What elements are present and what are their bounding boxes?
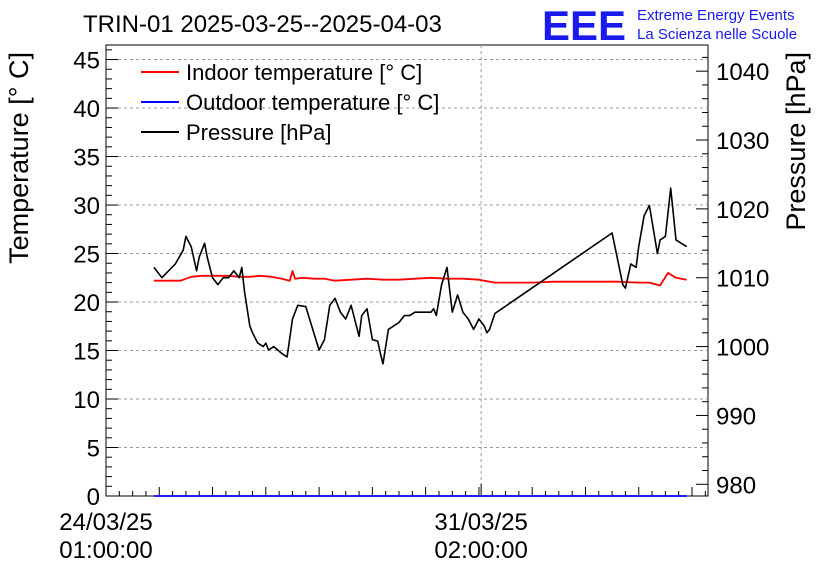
right-tick-label: 990	[716, 403, 756, 430]
left-tick-label: 40	[73, 96, 100, 123]
series-layer	[153, 187, 688, 497]
x-tick-label-date: 24/03/25	[59, 509, 152, 536]
series-line-0	[153, 270, 687, 287]
legend-label-indoor: Indoor temperature [° C]	[186, 60, 422, 85]
eee-logo: EEE Extreme Energy Events La Scienza nel…	[542, 2, 797, 49]
grid	[106, 45, 708, 496]
x-tick-label-time: 02:00:00	[434, 537, 527, 564]
logo-line2: La Scienza nelle Scuole	[637, 26, 797, 43]
logo-line1: Extreme Energy Events	[637, 7, 795, 24]
left-tick-label: 30	[73, 193, 100, 220]
x-tick-label-date: 31/03/25	[434, 509, 527, 536]
left-tick-label: 5	[87, 436, 100, 463]
legend-label-pressure: Pressure [hPa]	[186, 120, 332, 145]
left-tick-label: 10	[73, 387, 100, 414]
left-tick-label: 25	[73, 242, 100, 269]
right-tick-label: 1040	[716, 59, 769, 86]
left-axis-title: Temperature [° C]	[4, 52, 34, 264]
right-tick-label: 1000	[716, 335, 769, 362]
left-tick-label: 35	[73, 145, 100, 172]
right-tick-label: 980	[716, 472, 756, 499]
left-tick-label: 15	[73, 339, 100, 366]
left-tick-label: 0	[87, 484, 100, 511]
left-tick-label: 45	[73, 48, 100, 75]
right-axis: 980 990 1000 1010 1020 1030 1040	[696, 56, 769, 499]
left-tick-label: 20	[73, 290, 100, 317]
logo-mark: EEE	[542, 2, 626, 49]
right-tick-label: 1020	[716, 197, 769, 224]
right-axis-title: Pressure [hPa]	[781, 52, 811, 231]
legend-label-outdoor: Outdoor temperature [° C]	[186, 90, 439, 115]
right-tick-label: 1030	[716, 128, 769, 155]
left-axis: 0 5 10 15 20 25 30 35 40 45	[73, 48, 118, 511]
chart-title: TRIN-01 2025-03-25--2025-04-03	[83, 11, 442, 38]
series-line-2	[153, 187, 688, 365]
legend: Indoor temperature [° C] Outdoor tempera…	[141, 60, 439, 145]
right-tick-label: 1010	[716, 266, 769, 293]
x-tick-label-time: 01:00:00	[59, 537, 152, 564]
